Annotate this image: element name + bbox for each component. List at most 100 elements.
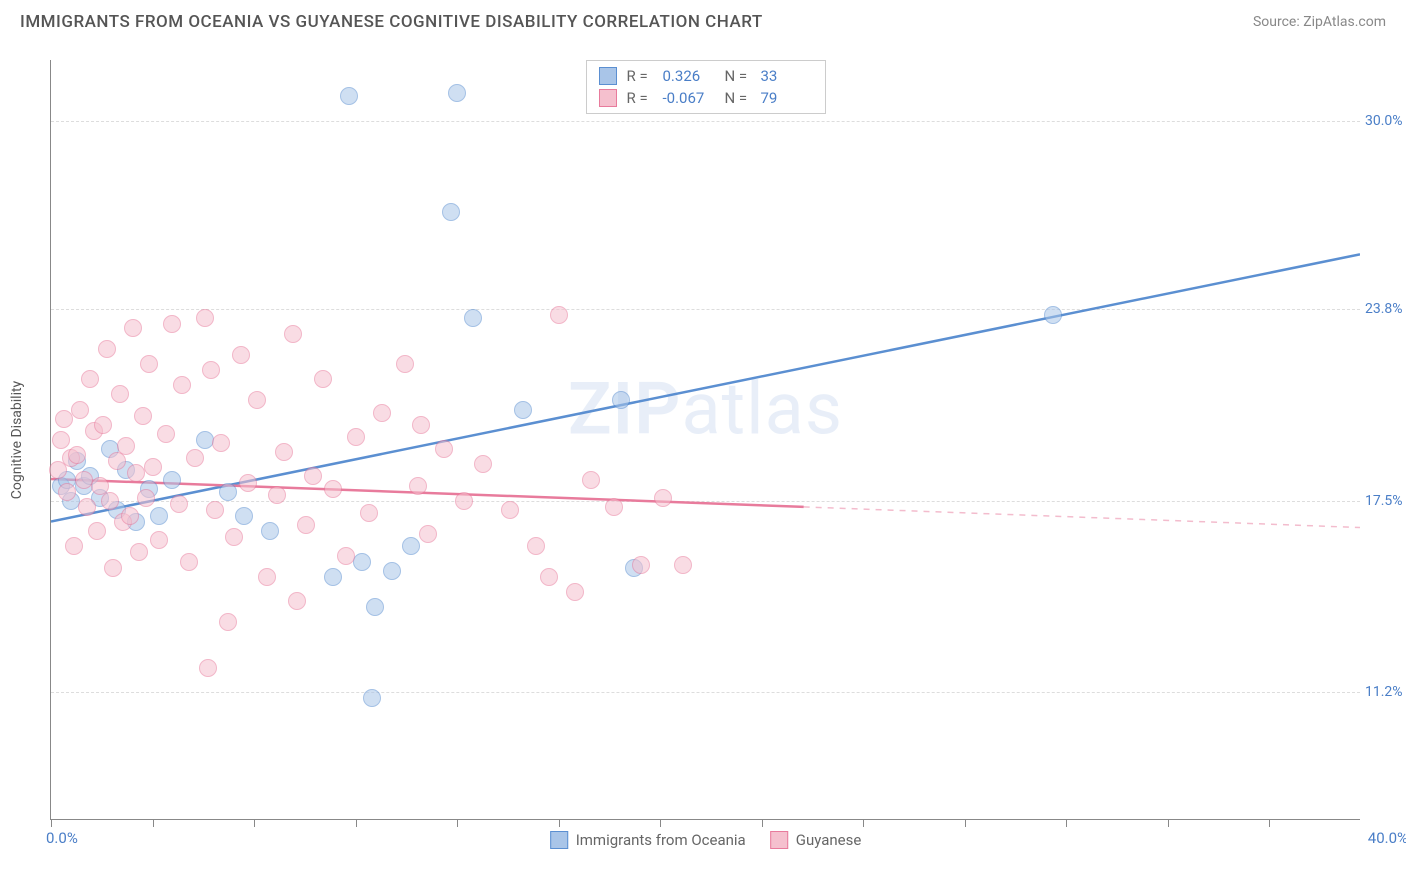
- data-point-oceania: [402, 537, 420, 555]
- data-point-guyanese: [314, 370, 332, 388]
- data-point-guyanese: [632, 556, 650, 574]
- legend-stats: R =0.326N =33R =-0.067N =79: [586, 60, 826, 114]
- data-point-guyanese: [117, 437, 135, 455]
- data-point-guyanese: [202, 361, 220, 379]
- data-point-guyanese: [337, 547, 355, 565]
- data-point-guyanese: [170, 495, 188, 513]
- data-point-guyanese: [130, 543, 148, 561]
- x-tick: [1066, 819, 1067, 827]
- data-point-guyanese: [396, 355, 414, 373]
- data-point-guyanese: [173, 376, 191, 394]
- x-tick: [1269, 819, 1270, 827]
- data-point-guyanese: [324, 480, 342, 498]
- gridline: [51, 121, 1360, 122]
- legend-swatch: [770, 831, 788, 849]
- legend-item-oceania: Immigrants from Oceania: [550, 831, 746, 849]
- data-point-guyanese: [232, 346, 250, 364]
- data-point-guyanese: [104, 559, 122, 577]
- data-point-guyanese: [55, 410, 73, 428]
- data-point-guyanese: [111, 385, 129, 403]
- trendline-dashed-guyanese: [804, 507, 1360, 528]
- data-point-guyanese: [108, 452, 126, 470]
- legend-label: Guyanese: [796, 831, 862, 849]
- legend-r-label: R =: [627, 65, 653, 87]
- data-point-guyanese: [435, 440, 453, 458]
- data-point-guyanese: [455, 492, 473, 510]
- data-point-oceania: [442, 203, 460, 221]
- source-label: Source: ZipAtlas.com: [1253, 14, 1386, 30]
- data-point-guyanese: [258, 568, 276, 586]
- legend-series: Immigrants from Oceania Guyanese: [550, 831, 862, 849]
- legend-stat-row-oceania: R = 0.326 N = 33: [599, 65, 813, 87]
- data-point-guyanese: [297, 516, 315, 534]
- x-tick: [559, 819, 560, 827]
- chart-plot-area: Cognitive Disability 11.2%17.5%23.8%30.0…: [50, 60, 1360, 820]
- x-axis-max-label: 40.0%: [1368, 829, 1406, 847]
- data-point-guyanese: [140, 355, 158, 373]
- y-axis-label: Cognitive Disability: [9, 380, 25, 498]
- data-point-guyanese: [52, 431, 70, 449]
- data-point-oceania: [363, 689, 381, 707]
- legend-r-label: R =: [627, 87, 653, 109]
- data-point-guyanese: [582, 471, 600, 489]
- data-point-oceania: [514, 401, 532, 419]
- data-point-guyanese: [134, 407, 152, 425]
- data-point-oceania: [448, 84, 466, 102]
- data-point-guyanese: [654, 489, 672, 507]
- x-tick: [51, 819, 52, 827]
- watermark: ZIPatlas: [568, 367, 843, 452]
- x-tick: [762, 819, 763, 827]
- chart-title: IMMIGRANTS FROM OCEANIA VS GUYANESE COGN…: [20, 12, 763, 32]
- data-point-guyanese: [81, 370, 99, 388]
- x-tick: [965, 819, 966, 827]
- data-point-guyanese: [206, 501, 224, 519]
- data-point-guyanese: [566, 583, 584, 601]
- data-point-guyanese: [75, 471, 93, 489]
- data-point-guyanese: [419, 525, 437, 543]
- data-point-guyanese: [180, 553, 198, 571]
- data-point-guyanese: [412, 416, 430, 434]
- data-point-guyanese: [186, 449, 204, 467]
- legend-n-label: N =: [725, 65, 751, 87]
- data-point-guyanese: [78, 498, 96, 516]
- data-point-guyanese: [360, 504, 378, 522]
- legend-r-value: 0.326: [663, 65, 715, 87]
- data-point-guyanese: [124, 319, 142, 337]
- data-point-guyanese: [674, 556, 692, 574]
- x-tick: [254, 819, 255, 827]
- legend-n-label: N =: [725, 87, 751, 109]
- gridline: [51, 501, 1360, 502]
- data-point-guyanese: [288, 592, 306, 610]
- data-point-guyanese: [605, 498, 623, 516]
- data-point-guyanese: [98, 340, 116, 358]
- data-point-guyanese: [150, 531, 168, 549]
- data-point-guyanese: [225, 528, 243, 546]
- data-point-oceania: [261, 522, 279, 540]
- data-point-guyanese: [157, 425, 175, 443]
- data-point-guyanese: [409, 477, 427, 495]
- data-point-oceania: [1044, 306, 1062, 324]
- data-point-guyanese: [540, 568, 558, 586]
- legend-label: Immigrants from Oceania: [576, 831, 746, 849]
- x-tick: [153, 819, 154, 827]
- gridline: [51, 692, 1360, 693]
- data-point-guyanese: [248, 391, 266, 409]
- data-point-oceania: [612, 391, 630, 409]
- data-point-guyanese: [212, 434, 230, 452]
- data-point-oceania: [235, 507, 253, 525]
- legend-n-value: 33: [761, 65, 813, 87]
- legend-n-value: 79: [761, 87, 813, 109]
- data-point-guyanese: [550, 306, 568, 324]
- data-point-guyanese: [94, 416, 112, 434]
- data-point-guyanese: [474, 455, 492, 473]
- data-point-guyanese: [101, 492, 119, 510]
- gridline: [51, 309, 1360, 310]
- data-point-guyanese: [275, 443, 293, 461]
- data-point-guyanese: [239, 474, 257, 492]
- x-tick: [356, 819, 357, 827]
- legend-swatch: [599, 89, 617, 107]
- data-point-guyanese: [284, 325, 302, 343]
- x-tick: [457, 819, 458, 827]
- data-point-oceania: [340, 87, 358, 105]
- data-point-oceania: [163, 471, 181, 489]
